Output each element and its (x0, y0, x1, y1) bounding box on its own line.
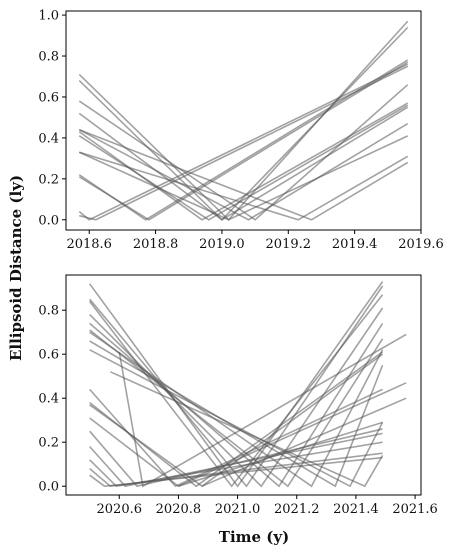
axes-frame (65, 274, 422, 496)
x-tick-label: 2018.8 (133, 237, 179, 252)
series-line-4 (78, 63, 409, 221)
series-lines (89, 281, 407, 488)
x-tick-label: 2021.6 (392, 502, 438, 517)
x-axis-label: Time (y) (219, 528, 289, 546)
bottom-line-chart: 2020.6 2020.8 2021.0 2021.2 2021.4 2021.6 0.0 0… (38, 274, 438, 517)
y-tick-label: 0.4 (38, 131, 59, 146)
y-axis-label: Ellipsoid Distance (ly) (7, 175, 25, 361)
top-line-chart: 2018.6 2018.8 2019.0 2019.2 2019.4 2019.6 0.0 0… (38, 9, 443, 252)
series-line-12 (79, 151, 409, 221)
x-tick-label: 2019.6 (398, 237, 444, 252)
x-tick-label: 2021.0 (215, 502, 261, 517)
series-line-21 (201, 397, 407, 487)
series-line-9 (89, 340, 384, 488)
x-tick-label: 2021.4 (333, 502, 379, 517)
series-line-0 (78, 20, 409, 221)
series-line-5 (79, 65, 409, 221)
series-lines (78, 20, 409, 221)
y-tick-label: 0.0 (38, 213, 59, 228)
x-tick-label: 2019.4 (332, 237, 378, 252)
y-tick-label: 0.4 (38, 392, 59, 407)
series-line-8 (78, 104, 409, 221)
series-line-18 (110, 371, 384, 488)
series-line-3 (78, 61, 409, 221)
series-line-20 (178, 382, 407, 487)
y-tick-label: 0.2 (38, 436, 59, 451)
y-tick-label: 0.0 (38, 480, 59, 495)
axes-frame (65, 10, 422, 231)
x-tick-label: 2020.8 (156, 502, 202, 517)
series-line-0 (89, 281, 384, 488)
series-line-10 (89, 388, 383, 488)
y-tick-label: 0.6 (38, 348, 59, 363)
y-tick-label: 0.2 (38, 172, 59, 187)
series-line-13 (78, 128, 409, 221)
x-tick-label: 2019.0 (199, 237, 245, 252)
series-line-7 (78, 102, 409, 221)
series-line-17 (89, 456, 383, 488)
x-tick-label: 2020.6 (97, 502, 143, 517)
y-tick-label: 0.6 (38, 90, 59, 105)
series-line-11 (78, 135, 409, 221)
y-tick-label: 0.8 (38, 50, 59, 65)
series-line-14 (89, 432, 383, 488)
series-line-19 (118, 333, 407, 488)
x-tick-label: 2018.6 (66, 237, 112, 252)
y-tick-label: 0.8 (38, 304, 59, 319)
y-tick-label: 1.0 (38, 9, 59, 24)
series-line-6 (78, 84, 409, 221)
x-tick-label: 2021.2 (274, 502, 320, 517)
series-line-13 (89, 428, 383, 488)
series-line-10 (78, 122, 409, 221)
series-line-6 (89, 331, 384, 488)
x-tick-label: 2019.2 (266, 237, 312, 252)
series-line-5 (89, 329, 384, 488)
